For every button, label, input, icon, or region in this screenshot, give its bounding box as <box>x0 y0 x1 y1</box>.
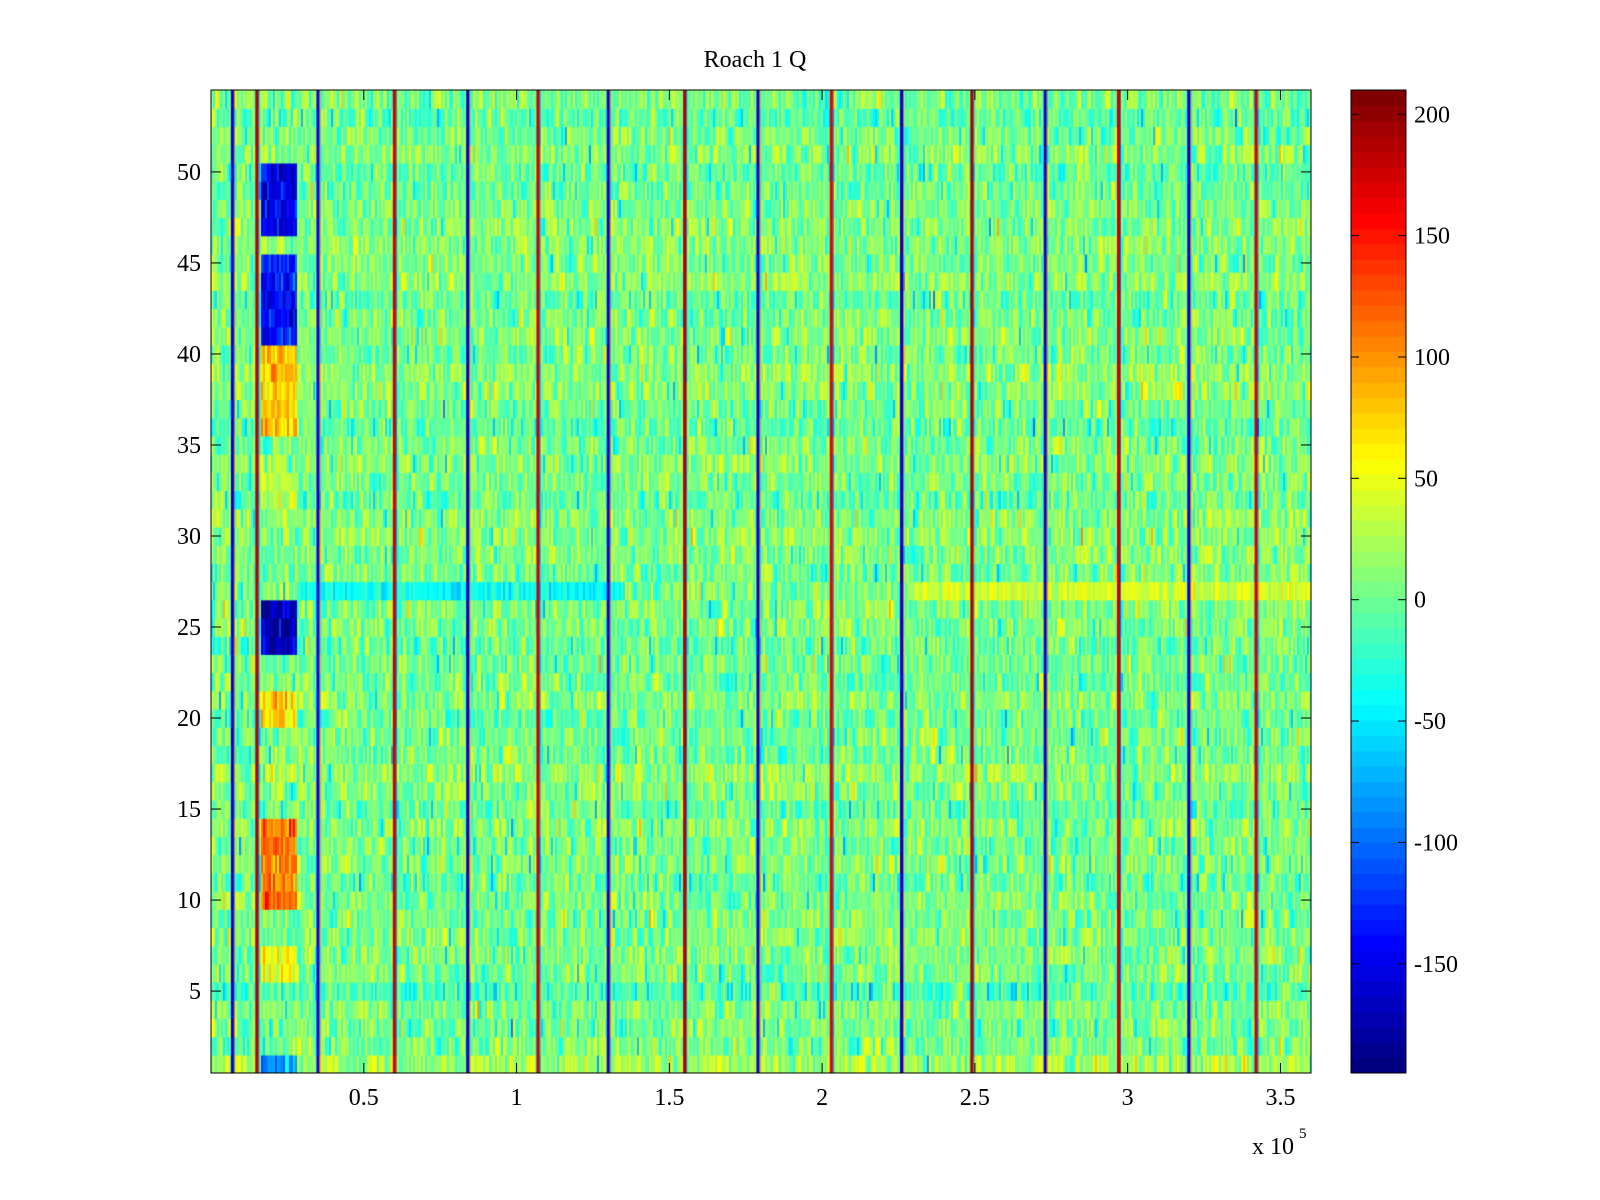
y-tick-label-0: 5 <box>189 979 201 1005</box>
y-tick-label-9: 50 <box>177 160 201 186</box>
colorbar-tick-label-6: -100 <box>1414 830 1458 856</box>
x-tick-label-0: 0.5 <box>349 1085 379 1111</box>
x-multiplier-base: x 10 <box>1252 1134 1294 1160</box>
y-tick-label-7: 40 <box>177 342 201 368</box>
plot-frame <box>210 89 1312 1074</box>
colorbar-ticks: 200 150 100 50 0 -50 -100 -150 <box>1351 102 1458 978</box>
y-tick-label-3: 20 <box>177 706 201 732</box>
colorbar-tick-label-3: 50 <box>1414 466 1438 492</box>
heatmap-image <box>211 90 1311 1073</box>
y-tick-label-4: 25 <box>177 615 201 641</box>
y-axis-ticks: 5 10 15 20 25 30 35 40 45 50 <box>177 160 1311 1005</box>
x-axis-ticks: 0.5 1 1.5 2 2.5 3 3.5 <box>349 90 1295 1111</box>
x-tick-label-4: 2.5 <box>960 1085 990 1111</box>
y-tick-label-8: 45 <box>177 251 201 277</box>
x-tick-label-1: 1 <box>511 1085 523 1111</box>
x-multiplier-exponent: 5 <box>1299 1126 1307 1142</box>
colorbar-tick-label-5: -50 <box>1414 709 1446 735</box>
x-tick-label-6: 3.5 <box>1265 1085 1295 1111</box>
colorbar-tick-label-0: 200 <box>1414 102 1450 128</box>
y-tick-label-5: 30 <box>177 524 201 550</box>
y-tick-label-1: 10 <box>177 888 201 914</box>
chart-title: Roach 1 Q <box>704 47 807 73</box>
x-tick-label-2: 1.5 <box>654 1085 684 1111</box>
colorbar-image <box>1351 90 1406 1073</box>
x-tick-label-5: 3 <box>1122 1085 1134 1111</box>
y-tick-label-6: 35 <box>177 433 201 459</box>
colorbar-tick-label-7: -150 <box>1414 952 1458 978</box>
x-tick-label-3: 2 <box>816 1085 828 1111</box>
y-tick-label-2: 15 <box>177 797 201 823</box>
colorbar-tick-label-2: 100 <box>1414 345 1450 371</box>
colorbar-tick-label-1: 150 <box>1414 224 1450 250</box>
colorbar-tick-label-4: 0 <box>1414 588 1426 614</box>
colorbar-frame <box>1350 89 1407 1074</box>
